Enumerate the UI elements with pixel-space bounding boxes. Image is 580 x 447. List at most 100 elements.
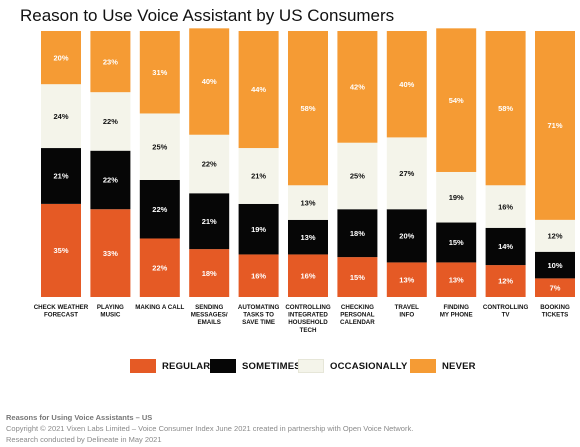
data-label-occasionally-7: 27% [399, 169, 414, 178]
data-label-never-6: 42% [350, 83, 365, 92]
legend: REGULARLY SOMETIMES OCCASIONALLY NEVER [0, 357, 580, 377]
category-label-0: CHECK WEATHER FORECAST [34, 304, 89, 319]
category-label-3: SENDING MESSAGES/EMAILS [191, 304, 228, 326]
data-label-sometimes-6: 18% [350, 229, 365, 238]
data-label-never-3: 40% [202, 77, 217, 86]
bar-segment-never-3 [189, 28, 230, 135]
data-label-occasionally-8: 19% [449, 193, 464, 202]
bar-segment-regularly-2 [139, 238, 180, 297]
data-label-regularly-8: 13% [449, 275, 464, 284]
footer-research: Research conducted by Delineate in May 2… [6, 435, 162, 444]
bar-segment-regularly-7 [386, 262, 427, 297]
data-label-regularly-3: 18% [202, 269, 217, 278]
data-label-sometimes-3: 21% [202, 217, 217, 226]
category-label-1: PLAYING MUSIC [97, 304, 124, 319]
bar-segment-never-4 [238, 31, 279, 149]
category-label-5: CONTROLLING INTEGRATED HOUSEHOLD TECH [285, 304, 331, 334]
data-label-regularly-2: 22% [152, 263, 167, 272]
stacked-bar-chart: 35% 21% 24% 20% CHECK WEATHER FORECAST 33% 22% 2… [34, 28, 575, 334]
category-label-4: AUTOMATING TASKS TO SAVE TIME [238, 304, 280, 326]
data-label-never-1: 23% [103, 57, 118, 66]
data-label-sometimes-0: 21% [53, 172, 68, 181]
bar-segment-sometimes-9 [485, 227, 526, 266]
footer-copyright: Copyright © 2021 Vixen Labs Limited – Vo… [6, 424, 414, 433]
bar-segment-sometimes-10 [535, 251, 575, 279]
data-label-never-7: 40% [399, 80, 414, 89]
legend-item-occasionally: OCCASIONALLY [298, 357, 408, 375]
bar-segment-sometimes-1 [90, 150, 131, 210]
bar-segment-regularly-1 [90, 209, 131, 297]
bar-segment-sometimes-5 [288, 219, 328, 255]
bar-segment-sometimes-7 [386, 209, 427, 263]
data-label-sometimes-7: 20% [399, 232, 414, 241]
legend-item-never: NEVER [410, 357, 476, 375]
category-label-8: FINDING MY PHONE [440, 304, 473, 319]
bar-segment-regularly-5 [288, 254, 328, 297]
bar-segment-occasionally-9 [485, 185, 526, 228]
data-label-sometimes-10: 10% [547, 261, 562, 270]
bar-segment-never-0 [41, 31, 81, 85]
data-label-never-4: 44% [251, 85, 266, 94]
data-label-sometimes-4: 19% [251, 225, 266, 234]
data-label-sometimes-5: 13% [300, 233, 315, 242]
data-label-never-10: 71% [547, 121, 562, 130]
data-label-never-5: 58% [300, 104, 315, 113]
legend-label-never: NEVER [442, 360, 476, 372]
bar-segment-regularly-6 [337, 257, 378, 297]
bar-segment-never-10 [535, 31, 575, 220]
category-label-6: CHECKING PERSONAL CALENDAR [340, 304, 375, 326]
data-label-occasionally-4: 21% [251, 172, 266, 181]
data-label-occasionally-10: 12% [547, 232, 562, 241]
bar-segment-sometimes-0 [41, 148, 81, 204]
data-label-sometimes-9: 14% [498, 242, 513, 251]
legend-label-occasionally: OCCASIONALLY [330, 360, 408, 372]
data-label-regularly-6: 15% [350, 273, 365, 282]
data-label-regularly-0: 35% [53, 246, 68, 255]
bar-segment-occasionally-5 [288, 185, 328, 220]
bar-segment-regularly-4 [238, 254, 279, 297]
legend-swatch-never [410, 359, 436, 373]
bar-segment-occasionally-7 [386, 137, 427, 210]
data-label-occasionally-5: 13% [300, 198, 315, 207]
legend-swatch-regularly [130, 359, 156, 373]
bar-segment-never-9 [485, 31, 526, 186]
bar-segment-regularly-3 [189, 249, 230, 297]
data-label-sometimes-8: 15% [449, 238, 464, 247]
bar-segment-occasionally-3 [189, 134, 230, 194]
bar-segment-never-1 [90, 31, 131, 93]
bar-segment-occasionally-1 [90, 92, 131, 151]
legend-swatch-sometimes [210, 359, 236, 373]
legend-swatch-occasionally [298, 359, 324, 373]
legend-item-regularly: REGULARLY [130, 357, 222, 375]
bar-segment-occasionally-8 [436, 171, 477, 223]
data-label-regularly-5: 16% [300, 271, 315, 280]
bar-segment-occasionally-10 [535, 219, 575, 252]
category-label-2: MAKING A CALL [135, 304, 184, 311]
data-label-regularly-1: 33% [103, 249, 118, 258]
bar-segment-sometimes-8 [436, 222, 477, 263]
bar-segment-regularly-10 [535, 278, 575, 297]
data-label-occasionally-1: 22% [103, 117, 118, 126]
bar-segment-never-8 [436, 28, 477, 172]
bar-segment-regularly-8 [436, 262, 477, 297]
bar-segment-sometimes-6 [337, 209, 378, 258]
bar-segment-occasionally-4 [238, 148, 279, 204]
bar-segment-regularly-0 [41, 203, 81, 297]
bar-segment-regularly-9 [485, 265, 526, 297]
bar-segment-never-2 [139, 31, 180, 114]
bar-segment-occasionally-6 [337, 142, 378, 210]
data-label-regularly-9: 12% [498, 277, 513, 286]
footer-title: Reasons for Using Voice Assistants – US [6, 413, 153, 422]
data-label-occasionally-0: 24% [53, 112, 68, 121]
category-label-10: BOOKING TICKETS [540, 304, 570, 319]
data-label-occasionally-6: 25% [350, 172, 365, 181]
chart-title: Reason to Use Voice Assistant by US Cons… [20, 6, 395, 25]
data-label-sometimes-2: 22% [152, 205, 167, 214]
legend-item-sometimes: SOMETIMES [210, 357, 301, 375]
data-label-regularly-4: 16% [251, 271, 266, 280]
data-label-never-0: 20% [53, 53, 68, 62]
data-label-occasionally-9: 16% [498, 202, 513, 211]
bar-segment-occasionally-0 [41, 84, 81, 149]
data-label-occasionally-3: 22% [202, 160, 217, 169]
data-label-sometimes-1: 22% [103, 176, 118, 185]
